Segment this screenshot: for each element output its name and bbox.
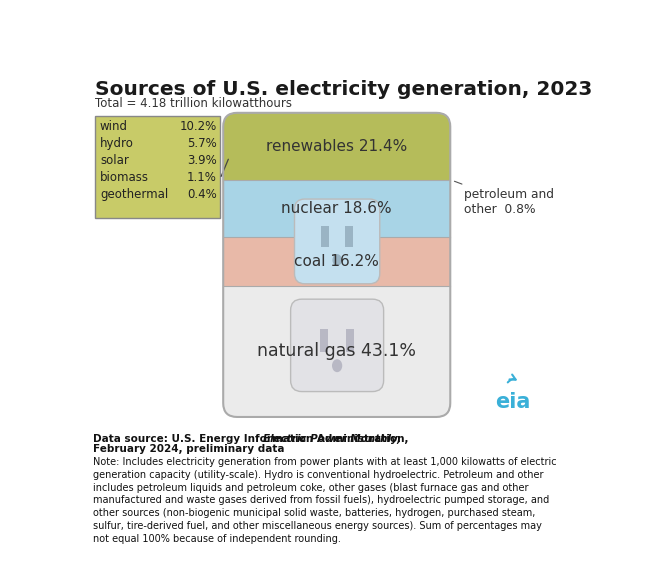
Bar	[346, 329, 354, 352]
Text: geothermal: geothermal	[100, 188, 168, 201]
FancyBboxPatch shape	[294, 199, 380, 284]
Text: Data source: U.S. Energy Information Administration,: Data source: U.S. Energy Information Adm…	[93, 434, 412, 444]
Text: natural gas 43.1%: natural gas 43.1%	[257, 343, 416, 361]
Text: hydro: hydro	[100, 137, 134, 150]
Text: 3.9%: 3.9%	[187, 154, 217, 167]
Bar	[320, 329, 328, 352]
Ellipse shape	[333, 254, 342, 266]
Text: 0.4%: 0.4%	[187, 188, 217, 201]
Text: eia: eia	[495, 392, 531, 412]
Bar	[223, 286, 450, 417]
Text: February 2024, preliminary data: February 2024, preliminary data	[93, 444, 284, 454]
Bar	[345, 226, 353, 247]
Text: coal 16.2%: coal 16.2%	[294, 254, 379, 269]
Text: Sources of U.S. electricity generation, 2023: Sources of U.S. electricity generation, …	[95, 81, 592, 99]
Text: biomass: biomass	[100, 171, 149, 184]
Text: Electric Power Monthly,: Electric Power Monthly,	[264, 434, 402, 444]
Text: Note: Includes electricity generation from power plants with at least 1,000 kilo: Note: Includes electricity generation fr…	[93, 457, 557, 544]
Text: Total = 4.18 trillion kilowatthours: Total = 4.18 trillion kilowatthours	[95, 97, 292, 110]
Text: renewables 21.4%: renewables 21.4%	[266, 139, 408, 154]
Bar	[223, 237, 450, 286]
Bar	[223, 113, 450, 180]
FancyBboxPatch shape	[290, 299, 383, 391]
Bar	[94, 116, 220, 218]
Text: solar: solar	[100, 154, 129, 167]
FancyBboxPatch shape	[223, 113, 450, 417]
Text: nuclear 18.6%: nuclear 18.6%	[281, 201, 392, 216]
Text: 10.2%: 10.2%	[180, 120, 217, 133]
Text: 5.7%: 5.7%	[187, 137, 217, 150]
Text: petroleum and
other  0.8%: petroleum and other 0.8%	[454, 181, 554, 216]
Text: 1.1%: 1.1%	[187, 171, 217, 184]
Text: wind: wind	[100, 120, 128, 133]
Bar	[223, 180, 450, 237]
Bar	[322, 226, 329, 247]
Ellipse shape	[332, 359, 342, 372]
